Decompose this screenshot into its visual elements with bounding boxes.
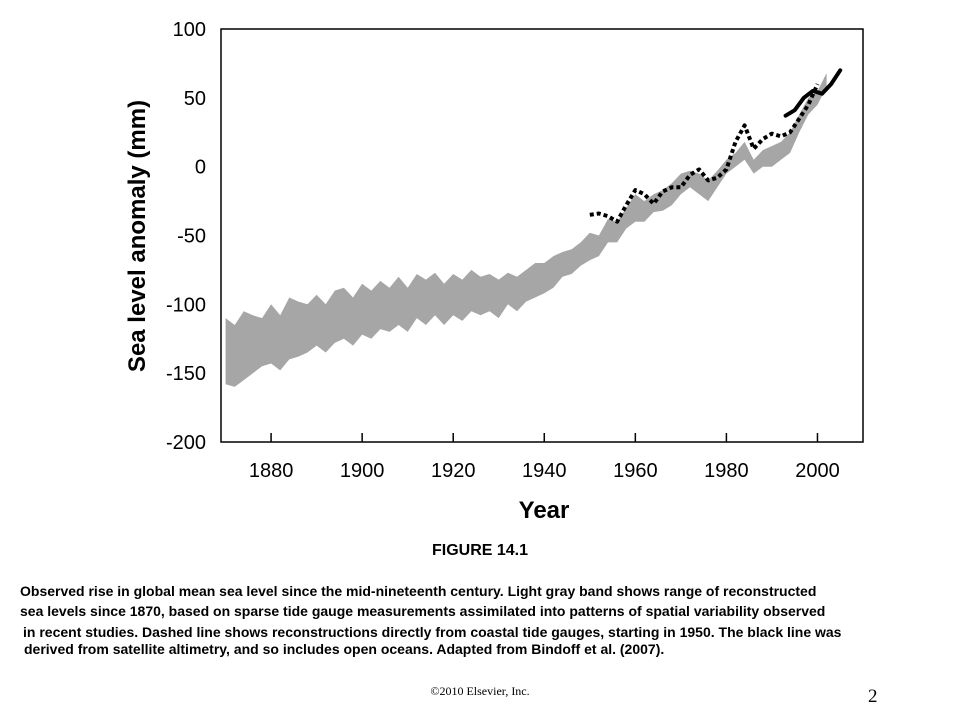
plot-frame <box>220 28 864 443</box>
y-tick-label: -50 <box>177 226 206 248</box>
caption-line-1: Observed rise in global mean sea level s… <box>20 583 817 599</box>
x-tick-label: 1980 <box>704 460 749 482</box>
gray-band-layer <box>225 73 827 387</box>
x-tick-label: 2000 <box>795 460 840 482</box>
y-tick-label: -100 <box>166 294 206 316</box>
y-tick-label: 0 <box>195 157 206 179</box>
x-tick-label: 1920 <box>431 460 476 482</box>
page-number: 2 <box>868 686 878 707</box>
lines-layer <box>589 68 843 224</box>
satellite-altimetry-line <box>783 68 843 118</box>
gray-band-area <box>225 73 827 387</box>
x-tick-label: 1940 <box>522 460 567 482</box>
y-tick-label: 50 <box>184 88 206 110</box>
caption-line-2: sea levels since 1870, based on sparse t… <box>20 603 826 619</box>
sea-level-chart: 1880 1900 1920 1940 1960 1980 2000 100 50 0 -50 -10… <box>166 19 864 482</box>
x-axis-label: Year <box>518 497 570 524</box>
y-tick-label: 100 <box>173 19 206 41</box>
caption-line-4: derived from satellite altimetry, and so… <box>24 641 665 657</box>
copyright-notice: ©2010 Elsevier, Inc. <box>430 684 530 698</box>
x-tick-label: 1880 <box>249 460 294 482</box>
x-tick-label: 1900 <box>340 460 385 482</box>
x-tick-label: 1960 <box>613 460 658 482</box>
axes-layer: 1880 1900 1920 1940 1960 1980 2000 100 50 0 -50 -10… <box>166 19 864 482</box>
caption-line-3: in recent studies. Dashed line shows rec… <box>23 624 842 640</box>
y-tick-label: -150 <box>166 363 206 385</box>
y-axis-label: Sea level anomaly (mm) <box>124 99 151 373</box>
figure-title: FIGURE 14.1 <box>431 542 529 559</box>
y-tick-label: -200 <box>166 432 206 454</box>
tide-gauge-dashed-line <box>589 83 820 224</box>
